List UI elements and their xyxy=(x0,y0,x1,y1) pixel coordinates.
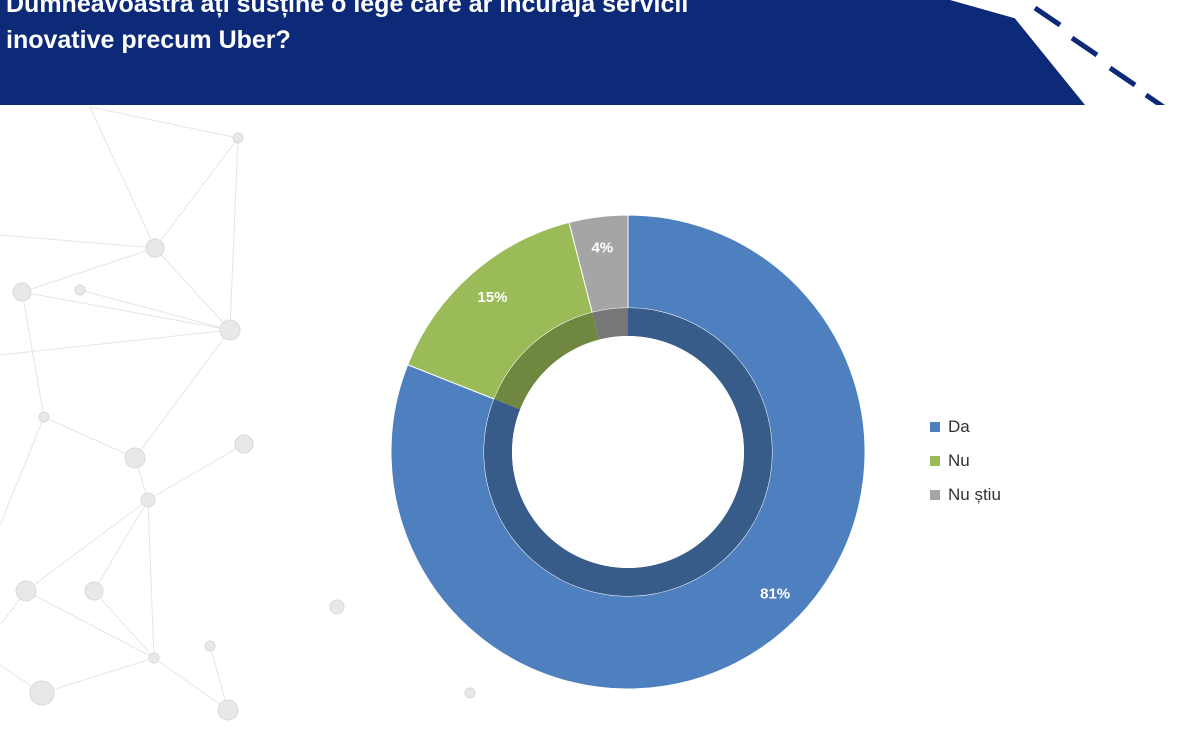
legend-swatch-da xyxy=(930,422,940,432)
slice-inner-ring-nu-tiu xyxy=(592,308,628,340)
page-title: Dumneavoastră ați susține o lege care ar… xyxy=(6,0,906,58)
data-label-nu-tiu: 4% xyxy=(591,240,613,257)
title-line-2: inovative precum Uber? xyxy=(6,26,291,54)
legend-swatch-nu xyxy=(930,456,940,466)
title-line-1: Dumneavoastră ați susține o lege care ar… xyxy=(6,0,689,18)
network-background-decoration xyxy=(0,106,476,721)
legend-label-da: Da xyxy=(948,417,970,436)
data-label-nu: 15% xyxy=(477,289,507,306)
legend-item-da: Da xyxy=(930,410,1001,444)
chart-legend: Da Nu Nu știu xyxy=(930,410,1001,512)
legend-label-nu: Nu xyxy=(948,451,970,470)
legend-item-nu: Nu xyxy=(930,444,1001,478)
header-banner: Dumneavoastră ați susține o lege care ar… xyxy=(0,0,1199,140)
legend-swatch-nu-tiu xyxy=(930,490,940,500)
slice-inner-ring-nu xyxy=(494,312,600,410)
donut-hole xyxy=(512,336,744,568)
road-dash-lines xyxy=(1033,5,1167,111)
legend-item-nu-tiu: Nu știu xyxy=(930,478,1001,512)
data-label-da: 81% xyxy=(760,586,790,603)
header-shape xyxy=(0,0,1199,140)
legend-label-nu-tiu: Nu știu xyxy=(948,485,1001,504)
